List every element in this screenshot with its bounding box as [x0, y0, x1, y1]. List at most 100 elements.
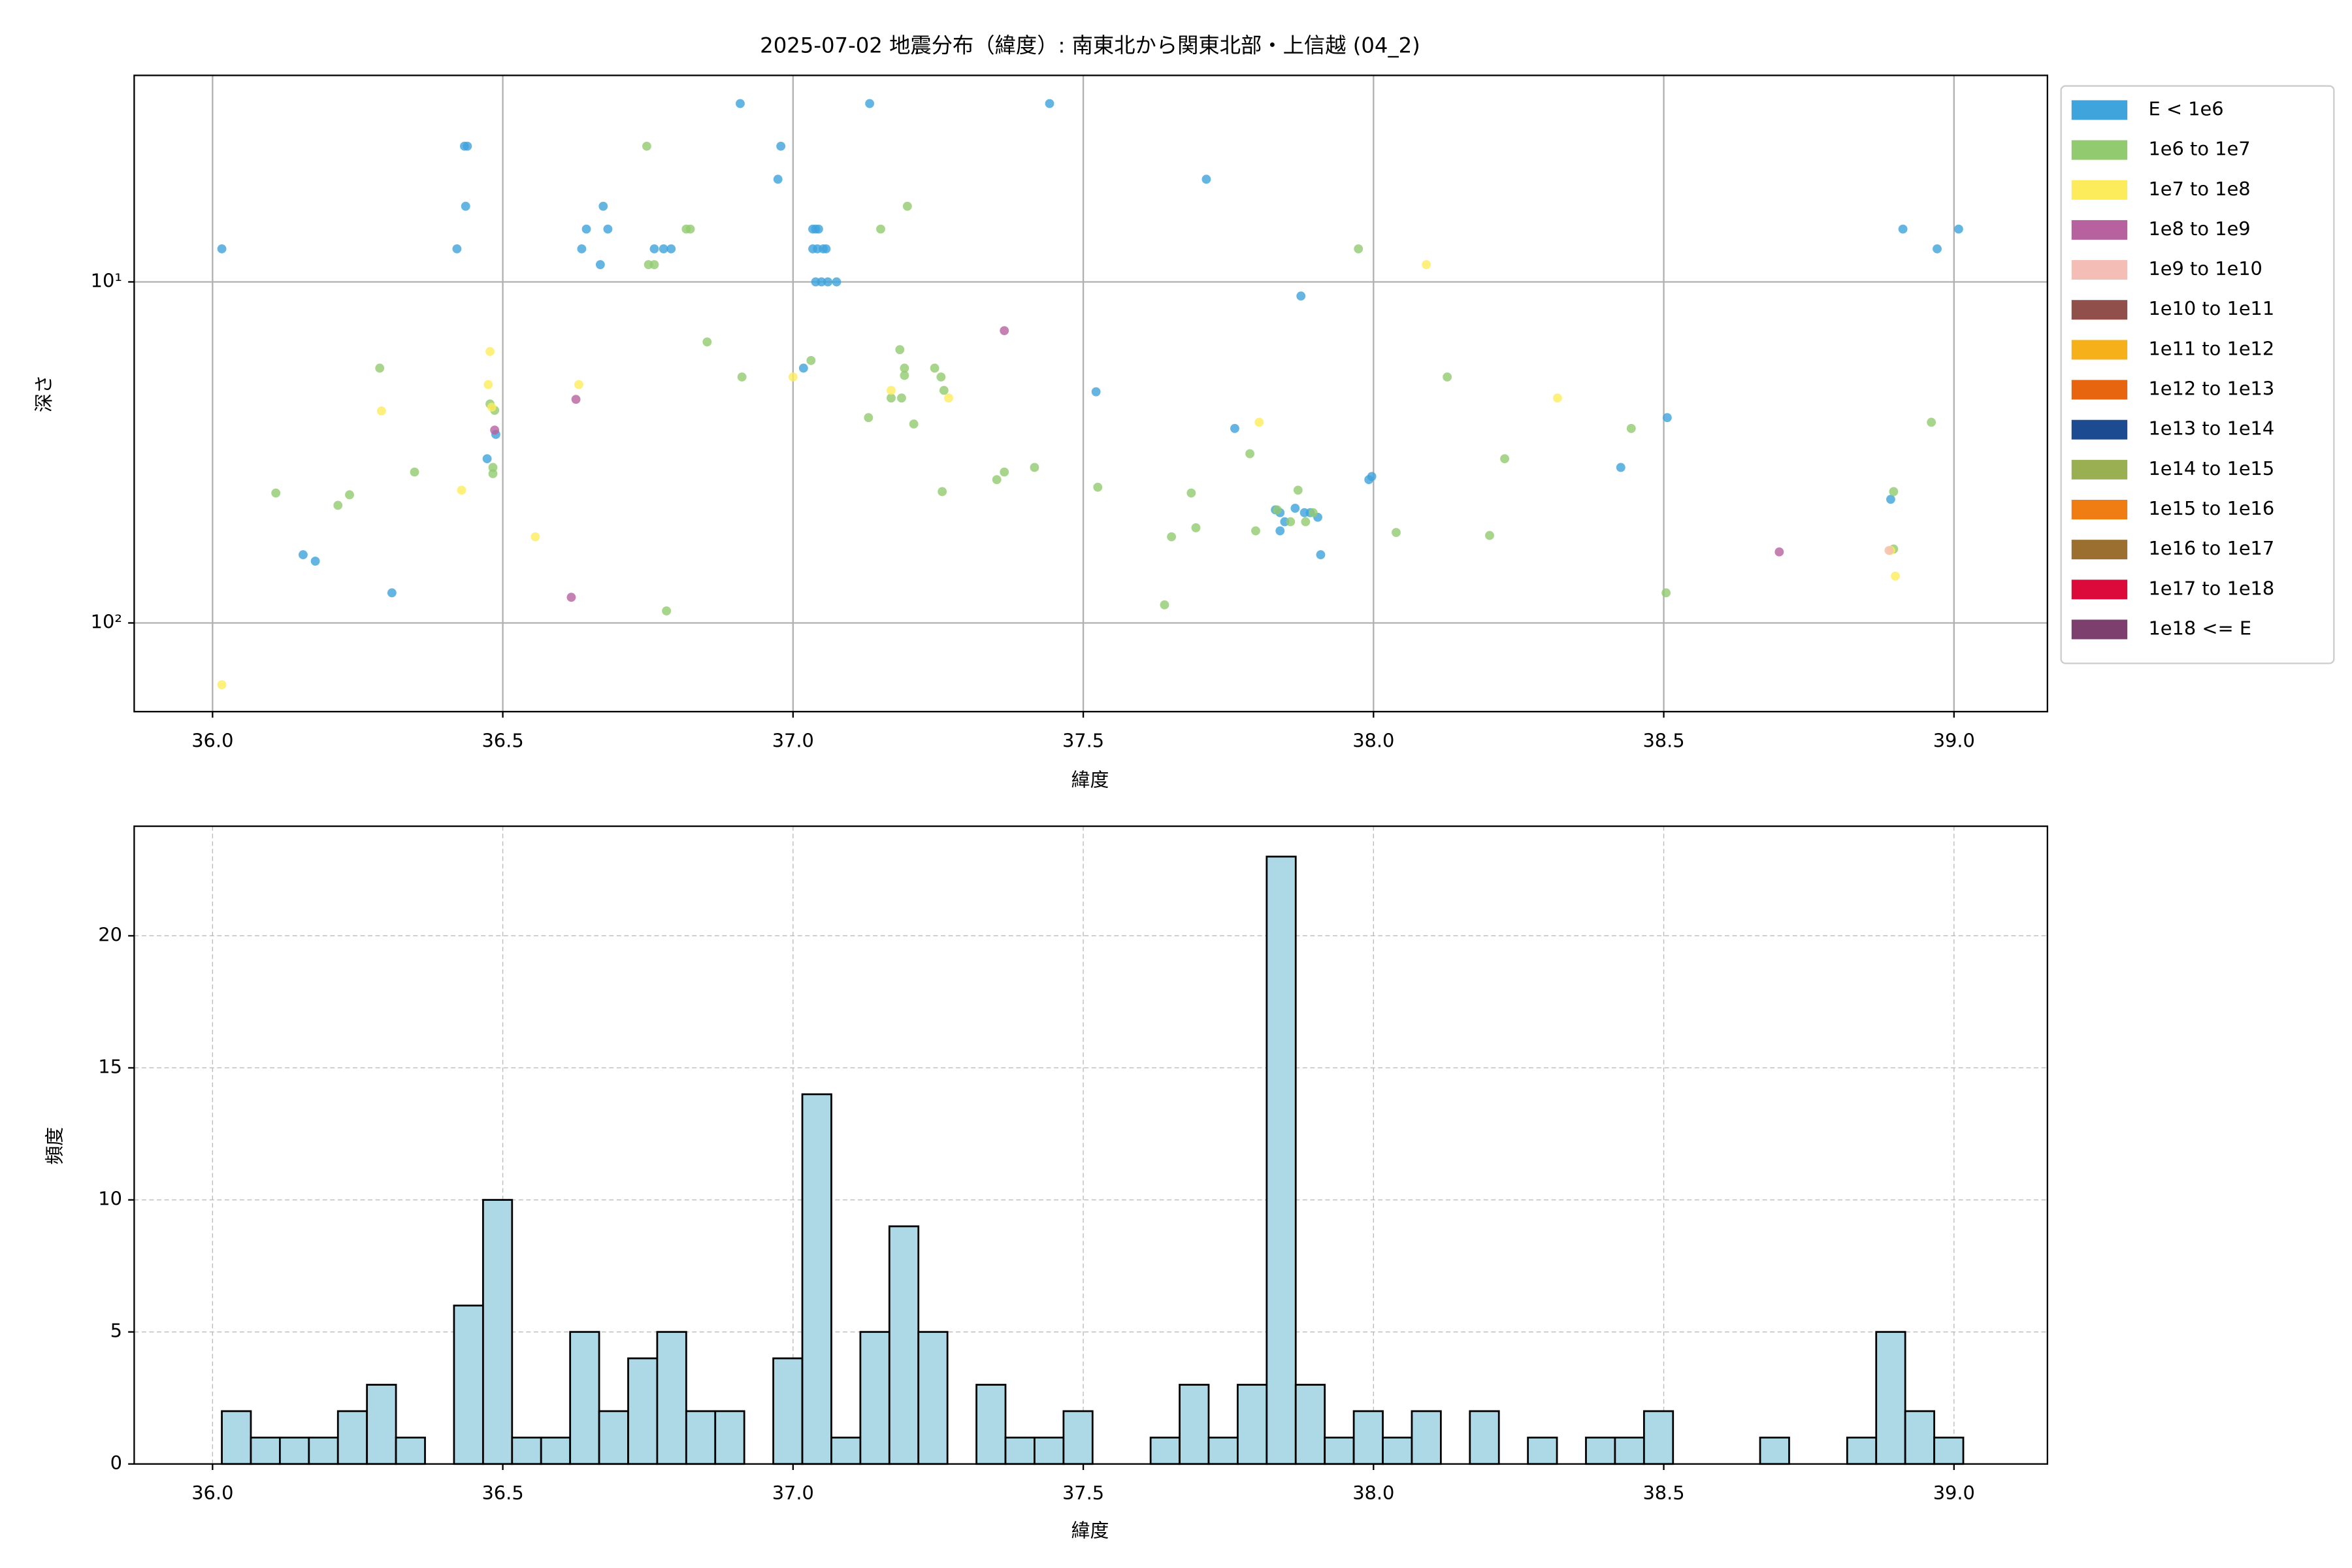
y-tick-label: 10¹	[91, 269, 122, 291]
point	[1308, 508, 1318, 517]
bar	[279, 1436, 310, 1465]
bar	[1933, 1436, 1965, 1465]
bar	[1614, 1436, 1645, 1465]
bar	[1004, 1436, 1036, 1465]
point	[387, 588, 397, 598]
bar	[1352, 1410, 1384, 1465]
point	[577, 244, 587, 253]
x-tick-label: 39.0	[1933, 1482, 1975, 1504]
legend-swatch	[2071, 380, 2128, 400]
legend-label: 1e18 <= E	[2148, 617, 2251, 639]
bar	[627, 1357, 659, 1465]
point	[642, 141, 651, 151]
point	[461, 201, 470, 211]
x-axis-label: 緯度	[1071, 768, 1109, 791]
point	[217, 244, 227, 253]
legend-label: 1e16 to 1e17	[2148, 537, 2274, 559]
point	[271, 488, 281, 498]
x-tick-label: 38.0	[1352, 729, 1394, 751]
point	[887, 385, 896, 395]
bar	[656, 1331, 687, 1465]
point	[1927, 417, 1936, 427]
point	[909, 419, 919, 429]
x-tick-label: 38.5	[1642, 729, 1684, 751]
point	[992, 475, 1002, 485]
point	[531, 532, 540, 542]
x-tick-label: 36.5	[482, 729, 523, 751]
point	[1661, 588, 1671, 598]
point	[895, 345, 905, 355]
bar	[1179, 1384, 1210, 1465]
chart-title: 2025-07-02 地震分布（緯度）: 南東北から関東北部・上信越 (04_2…	[760, 33, 1420, 58]
point	[595, 260, 605, 269]
bars	[221, 855, 1965, 1465]
bar	[1034, 1436, 1065, 1465]
point	[702, 337, 712, 347]
point	[1616, 463, 1625, 472]
bar	[250, 1436, 281, 1465]
point	[1286, 517, 1296, 527]
bar	[336, 1410, 368, 1465]
point	[1296, 291, 1306, 301]
bar	[1875, 1331, 1906, 1465]
point	[865, 99, 875, 108]
x-tick-label: 37.5	[1062, 1482, 1104, 1504]
point	[375, 363, 385, 373]
point	[1272, 505, 1282, 515]
point	[798, 363, 808, 373]
x-tick-label: 37.5	[1062, 729, 1104, 751]
bar	[511, 1436, 542, 1465]
bar	[366, 1384, 397, 1465]
point	[1230, 423, 1239, 433]
point	[1422, 260, 1431, 269]
point	[1626, 423, 1636, 433]
point	[939, 385, 949, 395]
bar	[830, 1436, 862, 1465]
point	[930, 363, 939, 373]
point	[773, 174, 783, 184]
point	[1030, 463, 1039, 472]
point	[1091, 387, 1101, 397]
point	[1290, 504, 1300, 513]
legend-label: 1e17 to 1e18	[2148, 577, 2274, 599]
point	[1000, 326, 1009, 336]
point	[817, 277, 826, 287]
point	[452, 244, 462, 253]
legend-label: 1e11 to 1e12	[2148, 337, 2274, 359]
y-tick-label: 15	[98, 1055, 122, 1077]
bar	[598, 1410, 629, 1465]
x-tick-label: 38.0	[1352, 1482, 1394, 1504]
point	[776, 141, 786, 151]
point	[1774, 547, 1784, 557]
point	[1245, 449, 1254, 459]
legend-label: 1e6 to 1e7	[2148, 138, 2250, 160]
point	[1662, 413, 1672, 423]
point	[938, 487, 947, 497]
y-tick-label: 10²	[91, 610, 122, 632]
point	[1891, 571, 1900, 581]
point	[483, 380, 493, 389]
point	[1045, 99, 1054, 108]
legend-swatch	[2071, 619, 2128, 640]
legend-label: 1e7 to 1e8	[2148, 178, 2250, 200]
point	[1293, 485, 1303, 495]
x-axis-label: 緯度	[1071, 1520, 1109, 1542]
bar	[1266, 855, 1297, 1465]
x-tick-label: 39.0	[1933, 729, 1975, 751]
legend-swatch	[2071, 580, 2128, 600]
point	[457, 485, 466, 495]
point	[1167, 532, 1177, 542]
point	[345, 490, 354, 500]
point	[1889, 487, 1899, 497]
bar	[801, 1093, 832, 1465]
point	[649, 260, 659, 269]
y-tick-label: 0	[110, 1452, 122, 1474]
legend-label: 1e8 to 1e9	[2148, 218, 2250, 240]
bar	[1469, 1410, 1500, 1465]
point	[217, 680, 227, 690]
point	[1500, 454, 1510, 464]
legend-box	[2060, 85, 2335, 664]
point	[900, 363, 909, 373]
bar	[540, 1436, 572, 1465]
point	[1301, 517, 1311, 527]
